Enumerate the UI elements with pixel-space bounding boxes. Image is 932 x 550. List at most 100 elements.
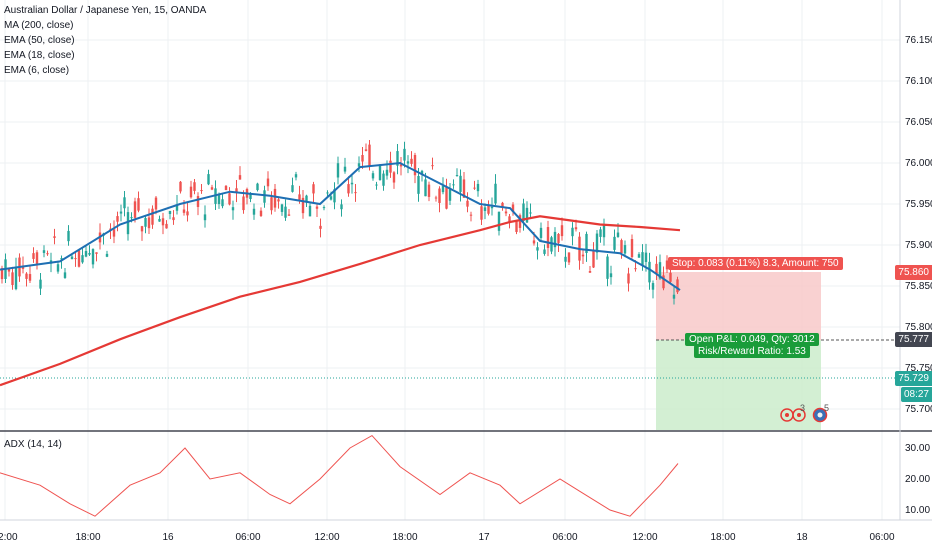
candle-body <box>350 182 354 185</box>
candle-body <box>284 206 287 218</box>
candle-body <box>67 230 70 242</box>
time-tick-label: 18 <box>796 532 808 543</box>
candle-body <box>665 260 669 270</box>
candle-body <box>235 188 238 193</box>
candle-body <box>81 255 84 263</box>
candle-body <box>242 196 245 211</box>
rr-label[interactable]: Risk/Reward Ratio: 1.53 <box>694 345 810 358</box>
adx-line <box>0 434 679 517</box>
candle-body <box>655 263 658 274</box>
candle-body <box>361 155 364 162</box>
candle-body <box>406 161 410 164</box>
candle-body <box>123 197 126 209</box>
candle-body <box>315 206 319 209</box>
candle-body <box>53 236 56 238</box>
candle-body <box>567 252 571 263</box>
candle-body <box>105 253 109 257</box>
price-tick-label: 75.700 <box>905 404 932 415</box>
candle-body <box>501 202 504 208</box>
price-tick-label: 76.150 <box>905 35 932 46</box>
candle-body <box>287 214 291 216</box>
candle-body <box>217 193 221 205</box>
candle-body <box>662 275 665 289</box>
candle-body <box>273 188 277 208</box>
candle-body <box>333 189 336 203</box>
price-tick-label: 75.850 <box>905 281 932 292</box>
candle-body <box>35 252 39 266</box>
candle-body <box>11 272 14 285</box>
candle-body <box>203 214 207 221</box>
candle-body <box>420 170 424 175</box>
stop-loss-zone[interactable] <box>656 272 821 340</box>
candle-body <box>543 249 546 254</box>
candle-body <box>305 195 308 203</box>
time-tick-label: 06:00 <box>869 532 894 543</box>
candle-body <box>522 203 525 222</box>
candle-body <box>627 273 630 284</box>
candle-body <box>228 193 231 205</box>
candle-body <box>336 163 340 178</box>
candle-body <box>343 166 347 172</box>
price-tick-label: 76.050 <box>905 117 932 128</box>
candle-body <box>637 254 641 258</box>
time-tick-label: 06:00 <box>552 532 577 543</box>
candle-body <box>529 212 532 214</box>
candle-body <box>431 165 434 167</box>
candle-body <box>375 184 378 186</box>
candle-body <box>494 183 497 204</box>
candle-body <box>378 165 382 181</box>
candle-body <box>371 173 375 179</box>
adx-indicator-label[interactable]: ADX (14, 14) <box>4 439 62 450</box>
candle-body <box>630 239 634 258</box>
candle-body <box>151 208 154 225</box>
candle-body <box>221 199 224 207</box>
candle-body <box>161 218 165 226</box>
candle-body <box>158 218 161 222</box>
eyes-icon <box>780 408 806 422</box>
stop-label[interactable]: Stop: 0.083 (0.11%) 8.3, Amount: 750 <box>668 257 843 270</box>
stop-price-tag: 75.860 <box>895 265 932 280</box>
time-tick-label: 12:00 <box>0 532 18 543</box>
candle-body <box>508 216 511 224</box>
candle-body <box>427 184 431 197</box>
indicator-ema6[interactable]: EMA (6, close) <box>4 65 70 76</box>
candle-body <box>179 181 182 192</box>
alerts-icon[interactable] <box>780 406 808 426</box>
candle-body <box>616 232 620 237</box>
candle-body <box>25 273 28 279</box>
candle-body <box>469 214 473 216</box>
ideas-icon[interactable] <box>812 406 828 426</box>
alerts-count: 3 <box>800 403 806 413</box>
candle-body <box>490 206 494 209</box>
candle-body <box>0 268 4 280</box>
candle-body <box>193 182 196 191</box>
candle-body <box>455 175 459 177</box>
candle-body <box>553 231 557 248</box>
candle-body <box>592 250 595 268</box>
indicator-ema18[interactable]: EMA (18, close) <box>4 50 75 61</box>
candle-body <box>91 249 95 265</box>
candle-body <box>196 196 200 207</box>
ideas-count: 5 <box>824 403 830 413</box>
indicator-ma200[interactable]: MA (200, close) <box>4 20 74 31</box>
candle-body <box>308 205 312 217</box>
pnl-label[interactable]: Open P&L: 0.049, Qty: 3012 <box>685 333 819 346</box>
indicator-ema50[interactable]: EMA (50, close) <box>4 35 75 46</box>
candle-body <box>511 204 515 213</box>
candle-body <box>95 252 98 254</box>
candle-body <box>77 250 81 267</box>
candle-body <box>462 179 466 198</box>
candle-body <box>263 190 266 203</box>
candle-body <box>536 247 539 251</box>
time-tick-label: 18:00 <box>75 532 100 543</box>
candle-body <box>403 148 406 161</box>
candle-body <box>172 217 175 221</box>
candle-body <box>84 251 88 257</box>
globe-icon <box>812 407 828 423</box>
candle-body <box>396 151 399 166</box>
symbol-title[interactable]: Australian Dollar / Japanese Yen, 15, OA… <box>4 5 207 16</box>
candle-body <box>651 283 655 290</box>
candle-body <box>165 223 168 229</box>
candle-body <box>599 229 602 237</box>
